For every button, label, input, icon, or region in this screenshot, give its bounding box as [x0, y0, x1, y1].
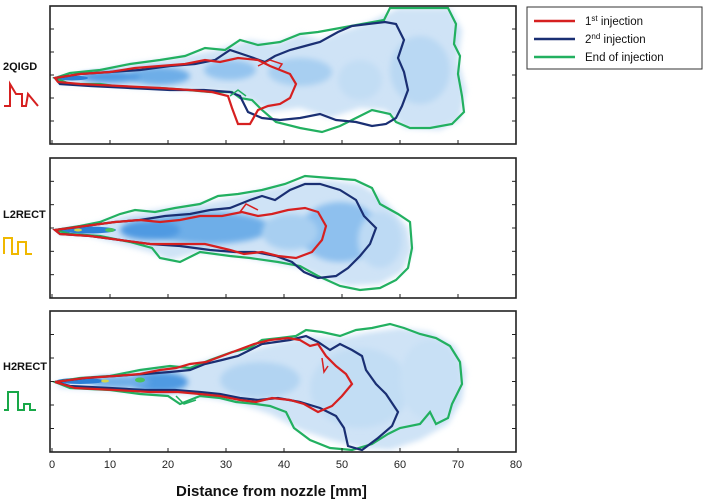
panel-label-h2rect: H2RECT: [3, 361, 47, 373]
panel-2qigd: 2QIGD: [3, 5, 517, 145]
x-tick-label: 0: [49, 459, 55, 471]
contour-2nd-injection-h2rect: [54, 334, 400, 452]
contour-end-of-injection-l2rect: [54, 174, 414, 292]
x-tick-label: 50: [336, 459, 348, 471]
x-tick-label: 60: [394, 459, 406, 471]
legend-label-2nd-injection: 2nd injection: [585, 32, 646, 46]
x-tick-label: 70: [452, 459, 464, 471]
contour-2nd-injection-2qigd: [52, 20, 410, 128]
panel-label-2qigd: 2QIGD: [3, 61, 37, 73]
x-tick-label: 30: [220, 459, 232, 471]
panel-l2rect: L2RECT: [3, 157, 517, 299]
x-tick-label: 10: [104, 459, 116, 471]
x-axis: 0 10 20 30 40 50 60 70 80: [49, 28, 522, 471]
contour-1st-injection-2qigd: [53, 56, 298, 126]
contour-1st-injection-h2rect: [54, 336, 354, 414]
legend-label-end-of-injection: End of injection: [585, 52, 664, 64]
injection-profile-icon-h2rect: [4, 391, 36, 411]
spray-image-2qigd: [55, 8, 466, 130]
panel-label-l2rect: L2RECT: [3, 209, 46, 221]
injection-profile-icon-l2rect: [3, 237, 32, 255]
legend-label-1st-injection: 1st injection: [585, 14, 643, 28]
legend: 1st injection 2nd injection End of injec…: [526, 6, 703, 70]
x-tick-label: 20: [162, 459, 174, 471]
contour-2nd-injection-l2rect: [52, 182, 378, 280]
x-axis-title: Distance from nozzle [mm]: [176, 483, 367, 500]
injection-profile-icon-2qigd: [4, 80, 39, 107]
contour-1st-injection-l2rect: [52, 206, 328, 260]
panel-h2rect: H2RECT: [3, 310, 517, 453]
x-tick-label: 80: [510, 459, 522, 471]
x-tick-label: 40: [278, 459, 290, 471]
contour-end-of-injection-h2rect: [50, 322, 464, 452]
spray-image-l2rect: [55, 180, 412, 286]
